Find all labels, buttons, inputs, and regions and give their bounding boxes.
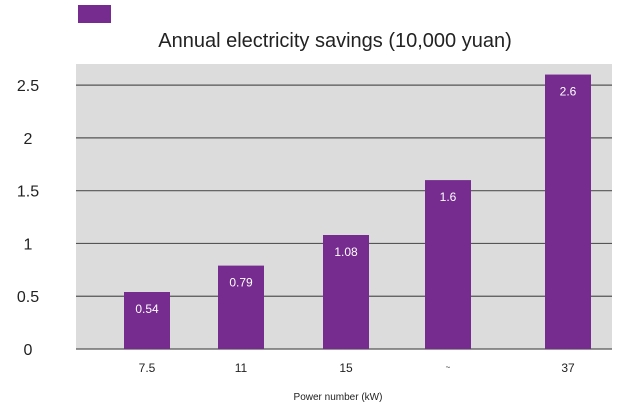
bar bbox=[323, 235, 369, 349]
y-tick-label: 2.5 bbox=[17, 78, 39, 95]
y-axis-ticks: 0 0.5 1 1.5 2 2.5 bbox=[17, 78, 39, 359]
x-tick-label: 15 bbox=[339, 361, 353, 375]
bar bbox=[425, 180, 471, 349]
x-axis-ticks: 7.5 11 15 ~37 bbox=[139, 361, 575, 375]
x-tick-label: 37 bbox=[561, 361, 575, 375]
data-label: 2.6 bbox=[560, 85, 577, 99]
data-label: 0.54 bbox=[135, 302, 159, 316]
chart-title: Annual electricity savings (10,000 yuan) bbox=[158, 30, 512, 52]
data-label: 1.6 bbox=[440, 190, 457, 204]
x-tick-label: ~ bbox=[446, 363, 451, 372]
y-tick-label: 2 bbox=[24, 131, 33, 148]
bar bbox=[218, 265, 264, 349]
bars bbox=[124, 74, 591, 350]
y-tick-label: 1.5 bbox=[17, 184, 39, 201]
x-tick-label: 7.5 bbox=[139, 361, 156, 375]
legend-swatch bbox=[78, 5, 111, 23]
x-tick-label: 11 bbox=[235, 361, 248, 375]
y-tick-label: 0 bbox=[24, 342, 33, 359]
bar bbox=[545, 74, 591, 350]
data-label: 1.08 bbox=[334, 245, 358, 259]
y-tick-label: 1 bbox=[24, 236, 33, 253]
x-axis-label: Power number (kW) bbox=[294, 392, 383, 403]
bar bbox=[124, 292, 170, 349]
data-label: 0.79 bbox=[229, 276, 253, 290]
data-labels: 0.54 0.79 1.08 1.6 2.6 bbox=[135, 85, 576, 316]
y-tick-label: 0.5 bbox=[17, 289, 39, 306]
